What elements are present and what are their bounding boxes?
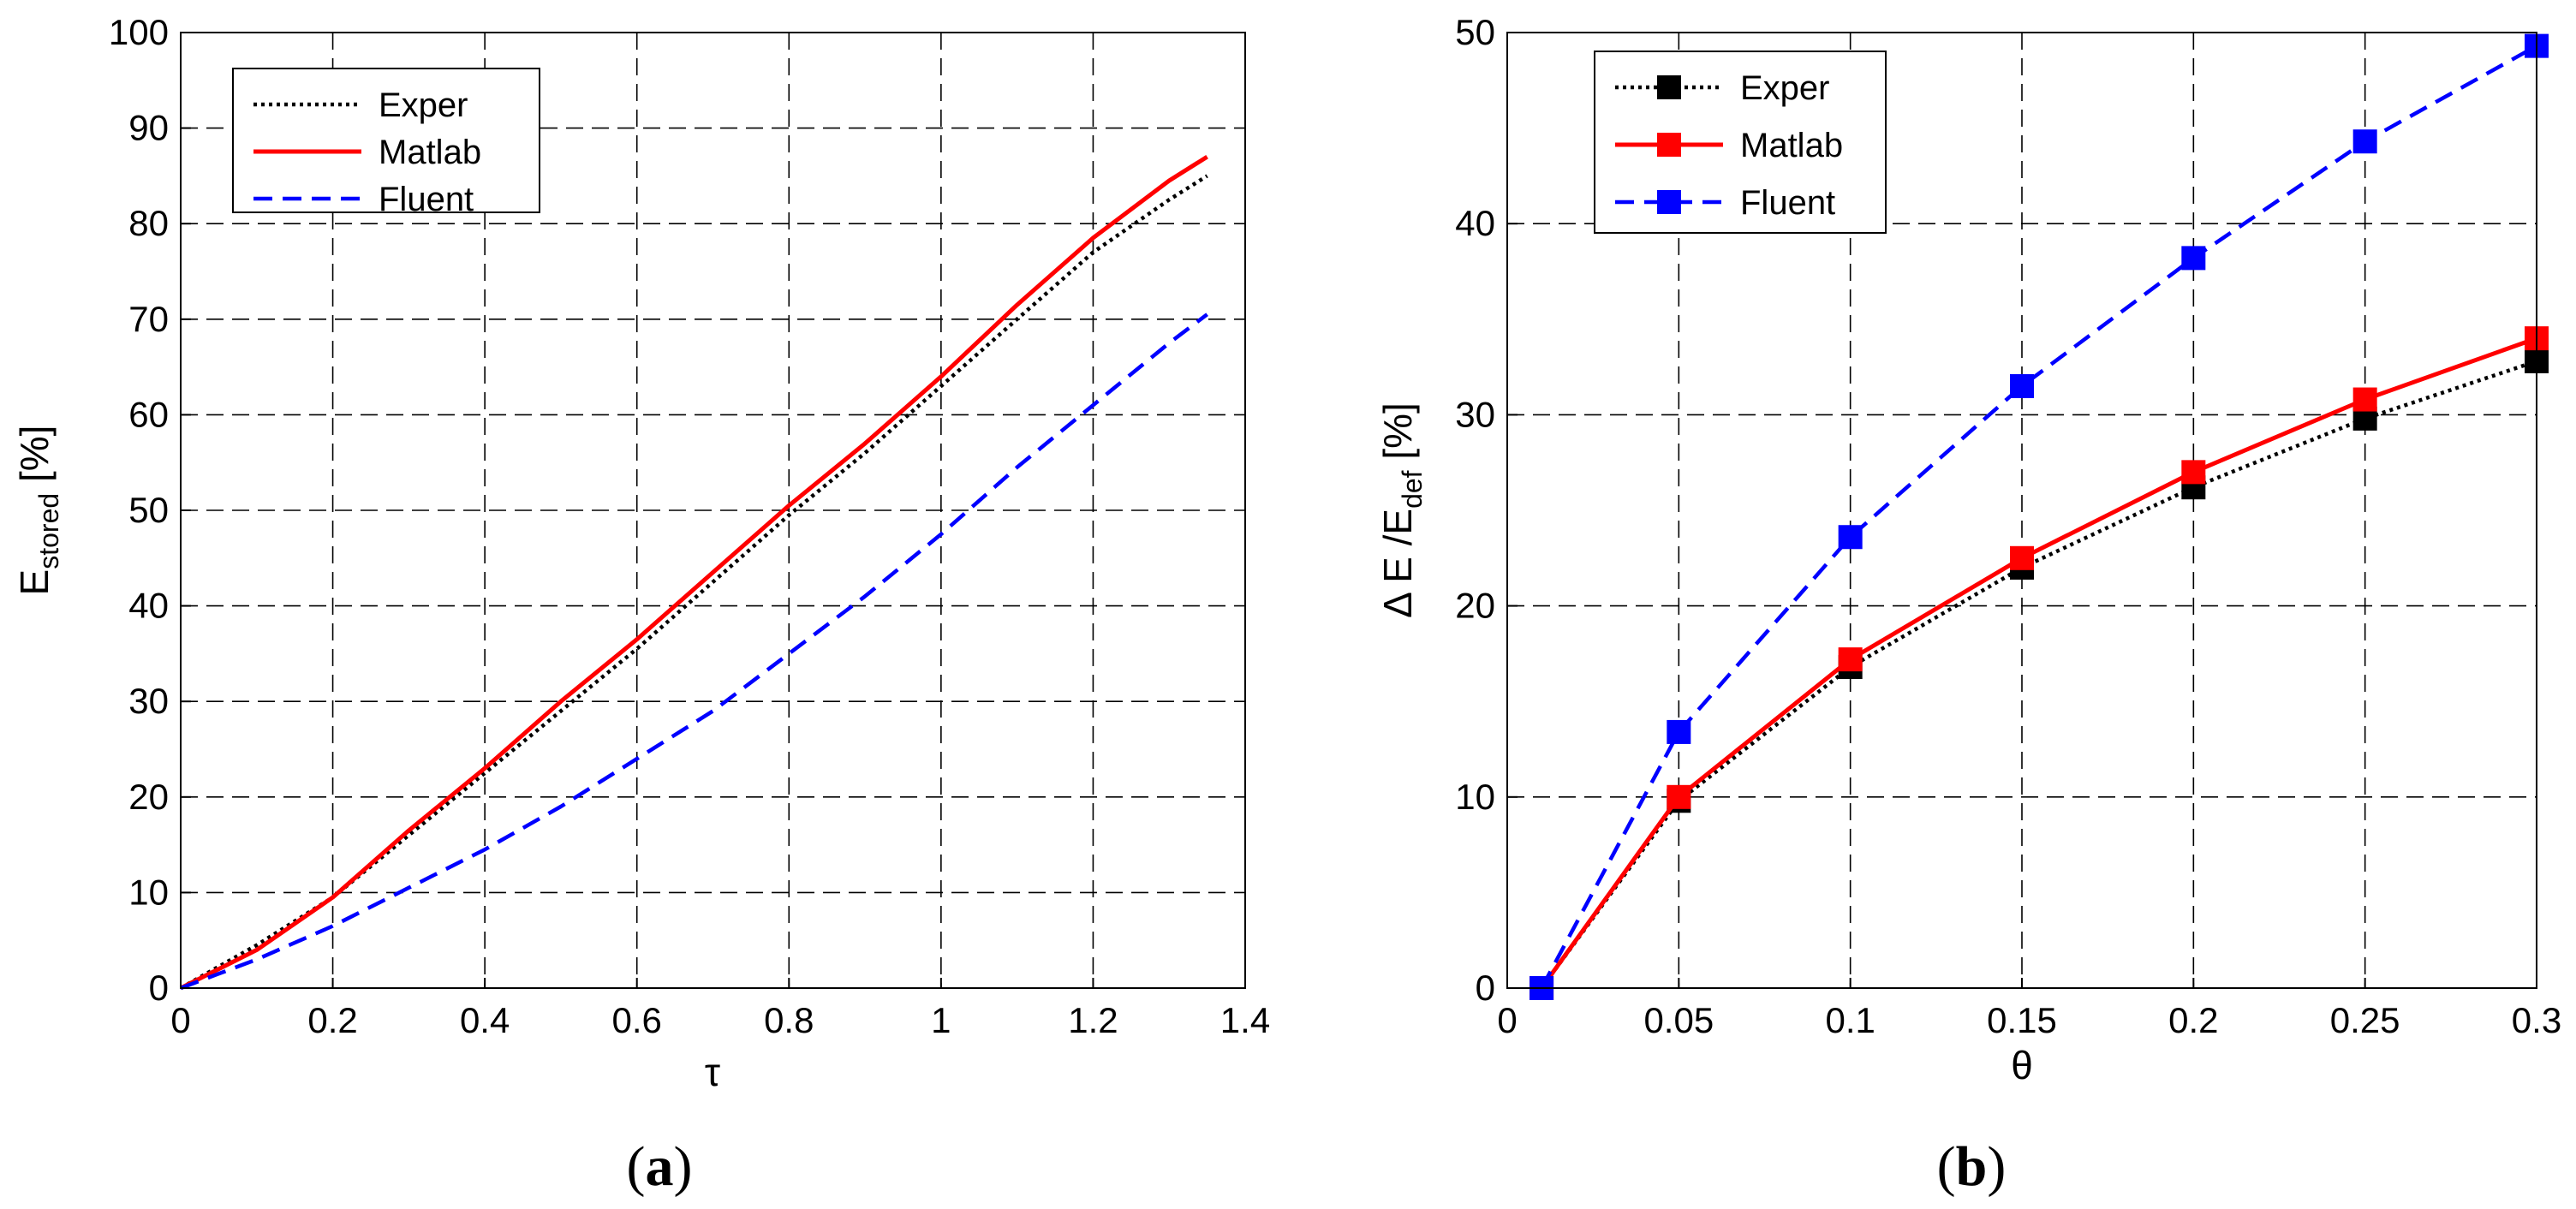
chart-a-ylabel-unit: [%] [12, 426, 57, 493]
chart-a-series [179, 154, 1208, 991]
data-point-fluent [1667, 719, 1691, 744]
x-tick-label: 0.1 [1825, 1000, 1875, 1040]
x-tick-label: 0.2 [307, 1000, 357, 1040]
legend-marker-exper [1657, 75, 1681, 99]
x-tick-label: 0.4 [460, 1000, 510, 1040]
chart-b: 0 0.05 0.1 0.15 0.2 0.25 0.3 0 10 20 30 40 50 Exper M… [1375, 12, 2561, 1198]
chart-a-ticks: 0 0.2 0.4 0.6 0.8 1 1.2 1.4 0 10 20 30 40 50 60 70 80 90 1… [109, 12, 1270, 1040]
legend-label-matlab: Matlab [1740, 127, 1843, 164]
chart-a-ylabel-sub: stored [33, 493, 64, 569]
data-point-matlab [2181, 460, 2206, 485]
x-tick-label: 1 [931, 1000, 951, 1040]
series-line-fluent [180, 313, 1208, 991]
x-tick-label: 0.25 [2330, 1000, 2400, 1040]
chart-a-xlabel: τ [705, 1050, 720, 1094]
y-tick-label: 40 [128, 586, 169, 626]
y-tick-label: 50 [1455, 12, 1495, 52]
x-tick-label: 0.05 [1643, 1000, 1714, 1040]
y-tick-label: 80 [128, 203, 169, 243]
chart-b-ylabel-pre: Δ E /E [1375, 509, 1420, 618]
chart-a: 0 0.2 0.4 0.6 0.8 1 1.2 1.4 0 10 20 30 40 50 60 70 80 90 1… [12, 12, 1270, 1198]
y-tick-label: 20 [1455, 586, 1495, 626]
chart-a-sublabel-letter: a [646, 1135, 674, 1198]
x-tick-label: 0 [170, 1000, 190, 1040]
y-tick-label: 30 [128, 681, 169, 721]
data-point-fluent [2181, 246, 2206, 271]
legend-label-fluent: Fluent [1740, 184, 1835, 222]
legend-label-fluent: Fluent [379, 181, 474, 218]
chart-b-ylabel-sub: def [1397, 470, 1428, 509]
chart-a-ylabel-main: E [12, 569, 57, 596]
chart-a-sublabel-open: ( [627, 1135, 646, 1198]
chart-b-ticks: 0 0.05 0.1 0.15 0.2 0.25 0.3 0 10 20 30 40 50 [1455, 12, 2561, 1040]
y-tick-label: 10 [1455, 777, 1495, 817]
chart-b-ylabel: Δ E /Edef [%] [1375, 402, 1428, 618]
data-point-matlab [2010, 545, 2034, 570]
chart-a-ylabel: Estored [%] [12, 426, 64, 596]
legend-box [232, 68, 540, 213]
data-point-fluent [1838, 525, 1863, 550]
y-tick-label: 10 [128, 872, 169, 912]
chart-b-ylabel-unit: [%] [1375, 402, 1420, 470]
y-tick-label: 30 [1455, 394, 1495, 434]
chart-b-sublabel-open: ( [1937, 1135, 1956, 1198]
y-tick-label: 0 [1476, 968, 1495, 1008]
legend-label-exper: Exper [1740, 69, 1830, 107]
chart-b-sublabel-close: ) [1987, 1135, 2006, 1198]
chart-a-sublabel-close: ) [674, 1135, 693, 1198]
x-tick-label: 0 [1497, 1000, 1517, 1040]
legend-box [1594, 51, 1887, 234]
data-point-fluent [2352, 129, 2377, 154]
x-tick-label: 0.3 [2512, 1000, 2561, 1040]
y-tick-label: 40 [1455, 203, 1495, 243]
y-tick-label: 20 [128, 777, 169, 817]
series-line-matlab [179, 154, 1208, 991]
data-point-fluent [2010, 373, 2034, 398]
y-tick-label: 60 [128, 394, 169, 434]
data-point-matlab [1838, 647, 1863, 672]
y-tick-label: 70 [128, 299, 169, 339]
x-tick-label: 1.4 [1220, 1000, 1270, 1040]
chart-b-sublabel-letter: b [1956, 1135, 1988, 1198]
legend-marker-matlab [1657, 133, 1681, 157]
x-tick-label: 0.2 [2168, 1000, 2218, 1040]
chart-a-sublabel: (a) [627, 1135, 693, 1198]
y-tick-label: 0 [149, 968, 169, 1008]
y-tick-label: 100 [109, 12, 169, 52]
chart-b-legend: Exper Matlab Fluent [1594, 51, 1887, 234]
x-tick-label: 1.2 [1068, 1000, 1118, 1040]
legend-marker-fluent [1657, 190, 1681, 214]
chart-b-xlabel: θ [2011, 1043, 2033, 1087]
x-tick-label: 0.6 [612, 1000, 662, 1040]
x-tick-label: 0.8 [764, 1000, 814, 1040]
y-tick-label: 90 [128, 108, 169, 148]
data-point-matlab [1667, 784, 1691, 809]
data-point-matlab [2352, 387, 2377, 412]
x-tick-label: 0.15 [1987, 1000, 2057, 1040]
legend-label-exper: Exper [379, 86, 468, 124]
chart-a-grid [181, 33, 1245, 988]
chart-b-sublabel: (b) [1937, 1135, 2007, 1198]
y-tick-label: 50 [128, 490, 169, 530]
chart-a-legend: Exper Matlab Fluent [232, 68, 540, 218]
legend-label-matlab: Matlab [379, 134, 481, 171]
chart-b-series [1530, 33, 2549, 1000]
